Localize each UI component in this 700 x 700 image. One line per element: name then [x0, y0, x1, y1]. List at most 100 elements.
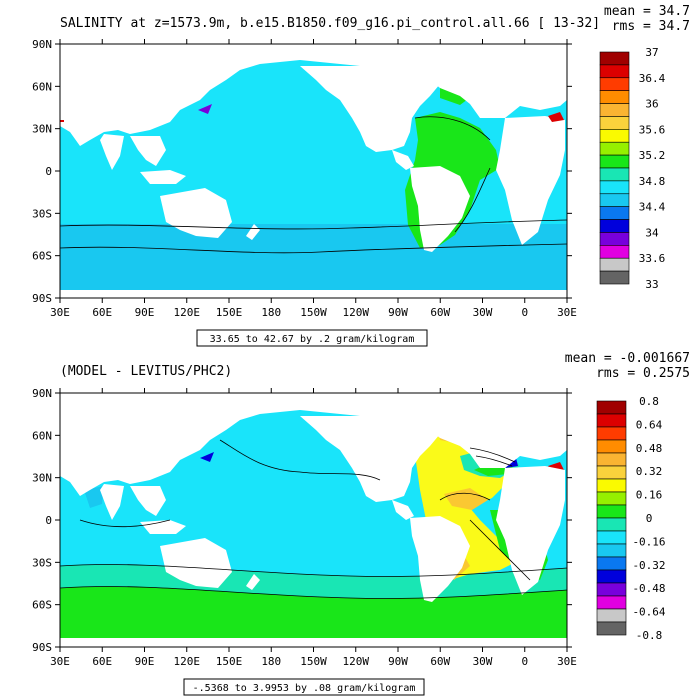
colorbar-label: 0 [646, 512, 653, 525]
lon-tick-label: 60W [430, 655, 450, 668]
colorbar-swatch [596, 491, 627, 506]
lat-tick-label: 30N [32, 472, 52, 485]
colorbar-swatch [596, 413, 627, 428]
lat-tick-label: 60S [32, 250, 52, 263]
colorbar-swatch [596, 478, 627, 493]
panel2-mean: mean = -0.001667 [565, 351, 690, 366]
colorbar-swatch [596, 556, 627, 571]
lon-tick-label: 30E [50, 306, 70, 319]
lon-tick-label: 60E [92, 306, 112, 319]
lat-tick-label: 0 [45, 514, 52, 527]
lon-tick-label: 90W [388, 306, 408, 319]
colorbar-swatch [596, 530, 627, 545]
colorbar-swatch [599, 103, 630, 117]
colorbar-label: 34.4 [639, 201, 666, 214]
colorbar-swatch [599, 180, 630, 195]
lon-tick-label: 30E [557, 655, 577, 668]
lat-tick-label: 90N [32, 38, 52, 51]
colorbar-swatch [599, 64, 630, 79]
panel1-range-box: 33.65 to 42.67 by .2 gram/kilogram [196, 329, 428, 347]
lon-tick-label: 150E [216, 655, 243, 668]
colorbar-swatch [599, 51, 630, 66]
lon-tick-label: 180 [261, 655, 281, 668]
colorbar-label: 36.4 [639, 72, 666, 85]
colorbar-label: 35.2 [639, 149, 666, 162]
colorbar-swatch [599, 232, 630, 246]
lat-tick-label: 90N [32, 387, 52, 400]
colorbar-label: 34 [645, 226, 659, 239]
lon-tick-label: 0 [521, 655, 528, 668]
colorbar-label: 0.64 [636, 418, 663, 431]
colorbar-label: -0.64 [632, 606, 665, 619]
panel2-land [60, 393, 567, 647]
colorbar-swatch [596, 595, 627, 610]
panel1-map [60, 44, 567, 298]
colorbar-swatch [596, 465, 627, 480]
colorbar-swatch [599, 129, 630, 143]
lon-tick-label: 150W [300, 306, 327, 319]
colorbar-swatch [596, 569, 627, 584]
lon-tick-label: 120E [174, 655, 201, 668]
panel2-map [60, 393, 567, 647]
colorbar-label: -0.48 [632, 582, 665, 595]
lat-tick-label: 60N [32, 429, 52, 442]
colorbar-label: 0.32 [636, 465, 663, 478]
colorbar-swatch [596, 439, 627, 454]
lon-tick-label: 120W [343, 655, 370, 668]
panel1-colorbar: 37 36.4 36 35.6 35.2 34.8 34.4 34 33.6 33 [599, 46, 666, 291]
colorbar-swatch [599, 141, 630, 156]
colorbar-label: 0.8 [639, 395, 659, 408]
lon-tick-label: 30E [557, 306, 577, 319]
lon-tick-label: 30W [473, 306, 493, 319]
lat-tick-label: 30S [32, 207, 52, 220]
lat-tick-label: 90S [32, 641, 52, 654]
colorbar-label: -0.16 [632, 535, 665, 548]
lon-tick-label: 90E [135, 655, 155, 668]
colorbar-swatch [596, 608, 627, 623]
panel2-rms: rms = 0.2575 [596, 366, 690, 381]
lon-tick-label: 0 [521, 306, 528, 319]
lat-tick-label: 30N [32, 123, 52, 136]
lon-tick-label: 60E [92, 655, 112, 668]
colorbar-swatch [599, 257, 630, 272]
colorbar-swatch [596, 582, 627, 597]
lon-tick-label: 150W [300, 655, 327, 668]
lon-tick-label: 60W [430, 306, 450, 319]
colorbar-swatch [599, 219, 630, 233]
colorbar-label: 33 [645, 278, 658, 291]
panel1-rms: rms = 34.7 [612, 19, 690, 34]
colorbar-swatch [596, 517, 627, 532]
colorbar-label: 0.16 [636, 489, 663, 502]
lon-tick-label: 30E [50, 655, 70, 668]
panel-salinity: SALINITY at z=1573.9m, b.e15.B1850.f09_g… [32, 4, 690, 347]
panel1-land [60, 44, 567, 298]
colorbar-swatch [599, 154, 630, 169]
panel1-contours [60, 116, 567, 254]
colorbar-swatch [599, 245, 630, 259]
colorbar-swatch [596, 504, 627, 519]
colorbar-swatch [596, 543, 627, 558]
lat-tick-label: 90S [32, 292, 52, 305]
panel1-mediterranean-patch [548, 112, 564, 122]
panel2-range-box: -.5368 to 3.9953 by .08 gram/kilogram [183, 678, 425, 696]
colorbar-swatch [599, 167, 630, 182]
panel2-title: (MODEL - LEVITUS/PHC2) [60, 364, 232, 379]
colorbar-swatch [599, 193, 630, 207]
colorbar-label: -0.8 [636, 629, 663, 642]
colorbar-label: 35.6 [639, 123, 666, 136]
colorbar-label: 34.8 [639, 175, 666, 188]
colorbar-label: 37 [645, 46, 658, 59]
lon-tick-label: 180 [261, 306, 281, 319]
lat-tick-label: 60N [32, 80, 52, 93]
colorbar-label: 33.6 [639, 252, 666, 265]
panel-difference: (MODEL - LEVITUS/PHC2) mean = -0.001667 … [32, 351, 690, 696]
colorbar-swatch [599, 116, 630, 130]
lon-tick-label: 90W [388, 655, 408, 668]
panel2-colorbar: 0.8 0.64 0.48 0.32 0.16 0 -0.16 -0.32 -0.48 -0.64… [596, 395, 666, 642]
panel1-southern-ocean [60, 224, 567, 298]
panel1-title: SALINITY at z=1573.9m, b.e15.B1850.f09_g… [60, 16, 600, 31]
lon-tick-label: 120E [174, 306, 201, 319]
panel1-range-text: 33.65 to 42.67 by .2 gram/kilogram [210, 334, 415, 345]
colorbar-label: 0.48 [636, 442, 663, 455]
colorbar-swatch [599, 206, 630, 220]
